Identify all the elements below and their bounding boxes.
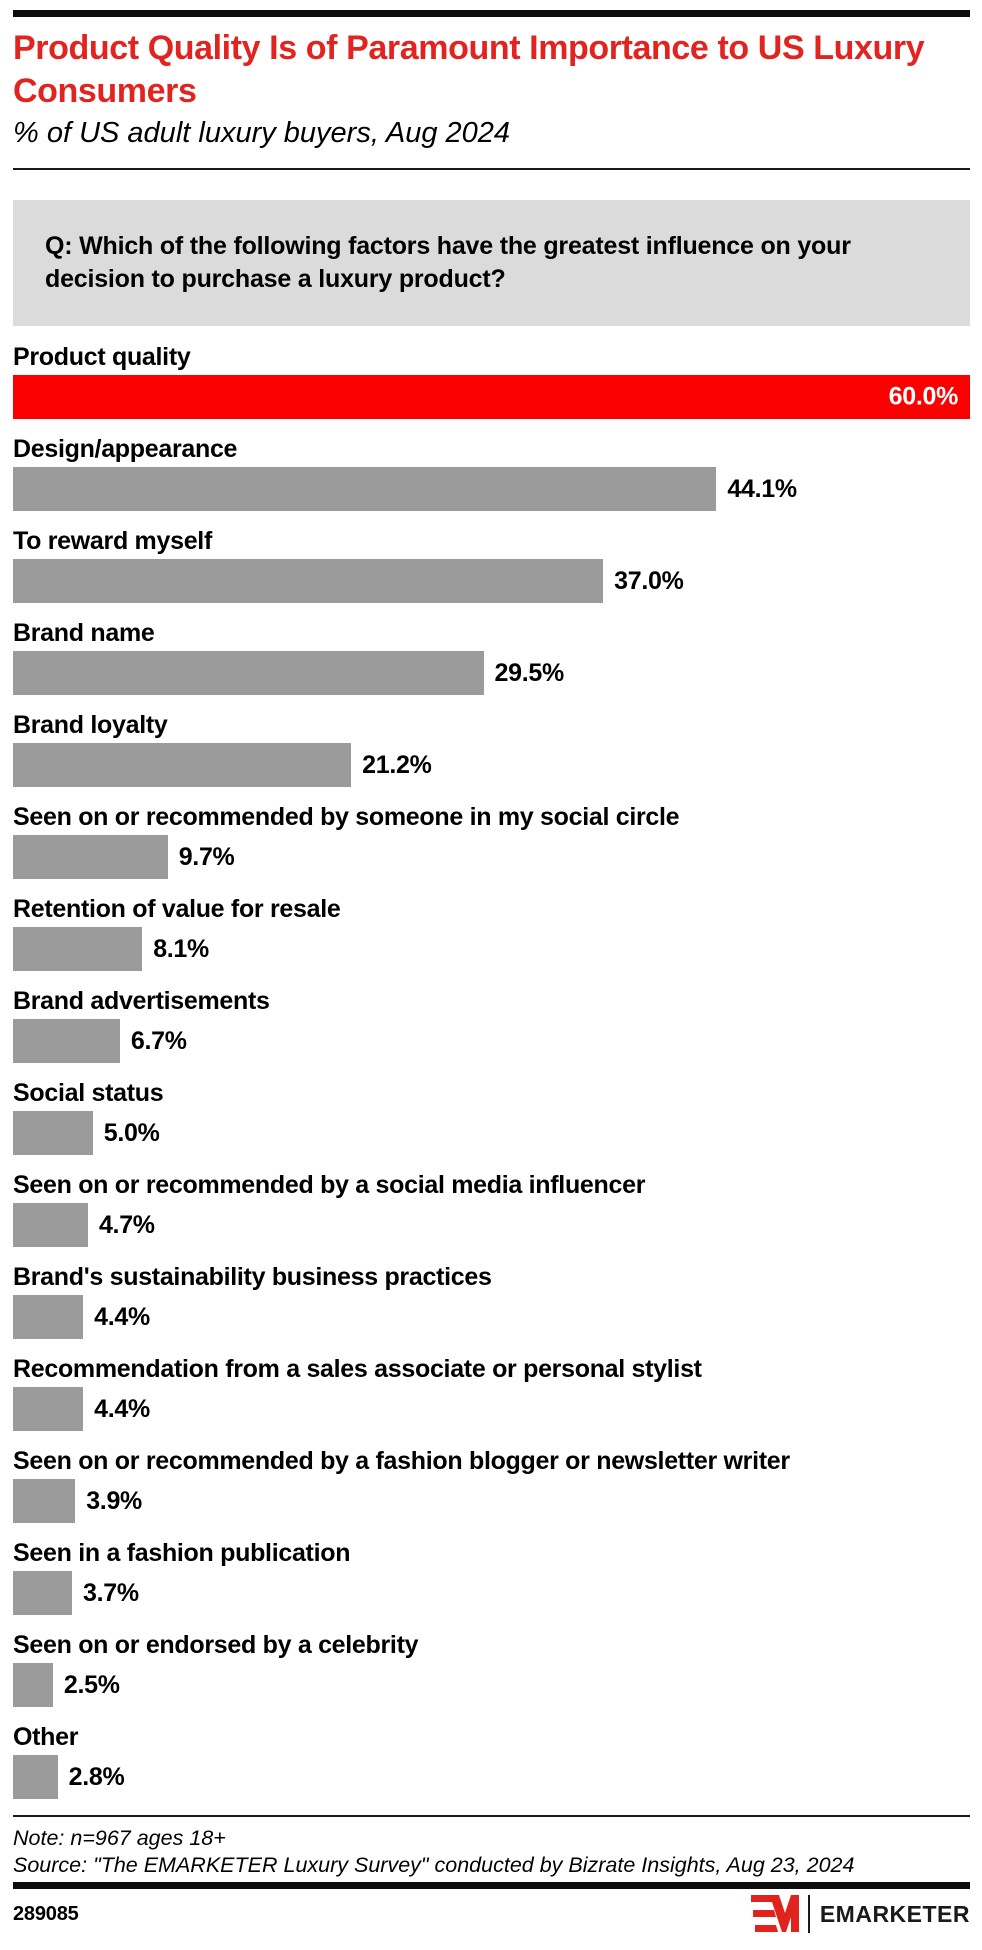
bar-track: 5.0% (13, 1111, 970, 1155)
emarketer-logo: EMARKETER (750, 1895, 970, 1933)
bar (13, 1755, 58, 1799)
page-title: Product Quality Is of Paramount Importan… (13, 29, 925, 110)
bar (13, 1387, 84, 1431)
bar-value-label: 3.9% (86, 1486, 142, 1515)
bar-value-label: 44.1% (727, 474, 797, 503)
bar (13, 927, 143, 971)
bar-category-label: Seen on or recommended by someone in my … (13, 803, 680, 831)
bar-value-label: 5.0% (103, 1118, 160, 1147)
bar-track: 29.5% (13, 651, 970, 695)
bar-row: Seen on or recommended by a fashion blog… (13, 1446, 970, 1523)
bar-row: Seen on or recommended by a social media… (13, 1170, 970, 1247)
bar-track: 3.9% (13, 1479, 970, 1523)
bar-category-label: Brand loyalty (13, 711, 168, 739)
bar-value-label: 2.8% (68, 1762, 125, 1791)
footer-bar: 289085 EMARKETER (13, 1889, 970, 1939)
bar-track: 6.7% (13, 1019, 970, 1063)
bar-row: Brand's sustainability business practice… (13, 1262, 970, 1339)
bar-track: 60.0% (13, 375, 970, 419)
bar-category-label: Other (13, 1723, 79, 1751)
survey-question-box: Q: Which of the following factors have t… (13, 200, 970, 326)
bar-category-label: Product quality (13, 343, 191, 371)
bar-row: Design/appearance 44.1% (13, 434, 970, 511)
bar-value-label: 3.7% (83, 1578, 139, 1607)
footer-divider (13, 1815, 970, 1817)
bar-value-label: 2.5% (63, 1670, 120, 1699)
bar-track: 4.4% (13, 1295, 970, 1339)
bar-chart: Product quality 60.0% Design/appearance 44.… (13, 342, 970, 1799)
bar-category-label: Seen in a fashion publication (13, 1539, 351, 1567)
top-rule (13, 10, 970, 17)
bar-category-label: Retention of value for resale (13, 895, 341, 923)
bar-row: Retention of value for resale 8.1% (13, 894, 970, 971)
bar-row: Social status 5.0% (13, 1078, 970, 1155)
bar-row: Seen in a fashion publication 3.7% (13, 1538, 970, 1615)
header-divider (13, 168, 970, 170)
bar-track: 21.2% (13, 743, 970, 787)
bar (13, 1479, 76, 1523)
bar-row: Recommendation from a sales associate or… (13, 1354, 970, 1431)
logo-divider (807, 1895, 810, 1933)
bar-track: 8.1% (13, 927, 970, 971)
bar-value-label: 4.4% (94, 1302, 150, 1331)
bar-row: Seen on or recommended by someone in my … (13, 802, 970, 879)
bar-value-label: 8.1% (153, 934, 209, 963)
bar-category-label: Seen on or endorsed by a celebrity (13, 1631, 419, 1659)
bar-category-label: Brand name (13, 619, 155, 647)
bar-category-label: Recommendation from a sales associate or… (13, 1355, 702, 1383)
bar-value-label: 4.4% (94, 1394, 150, 1423)
bar (13, 1663, 53, 1707)
bar-value-label: 29.5% (494, 658, 565, 687)
chart-id: 289085 (13, 1902, 79, 1925)
bar (13, 651, 484, 695)
bar (13, 743, 352, 787)
bar-row: Other 2.8% (13, 1722, 970, 1799)
bar-category-label: Seen on or recommended by a fashion blog… (13, 1447, 790, 1475)
bar-track: 4.4% (13, 1387, 970, 1431)
bar-row: Seen on or endorsed by a celebrity 2.5% (13, 1630, 970, 1707)
bar-value-label: 60.0% (888, 382, 959, 411)
bar-track: 2.5% (13, 1663, 970, 1707)
bar-row: Brand name 29.5% (13, 618, 970, 695)
bar (13, 835, 168, 879)
bar-value-label: 6.7% (130, 1026, 187, 1055)
bottom-rule (13, 1882, 970, 1889)
bar (13, 1295, 84, 1339)
bar-row: Brand advertisements 6.7% (13, 986, 970, 1063)
note-line: Note: n=967 ages 18+ (13, 1826, 226, 1850)
bar-track: 44.1% (13, 467, 970, 511)
emarketer-em-icon (750, 1895, 799, 1933)
bar-value-label: 37.0% (614, 566, 684, 595)
bar-highlighted: 60.0% (13, 375, 970, 419)
bar-value-label: 21.2% (362, 750, 432, 779)
bar (13, 1203, 88, 1247)
bar (13, 1111, 93, 1155)
bar-track: 2.8% (13, 1755, 970, 1799)
bar-row: Brand loyalty 21.2% (13, 710, 970, 787)
bar-row: Product quality 60.0% (13, 342, 970, 419)
bar-category-label: Brand's sustainability business practice… (13, 1263, 492, 1291)
bar-track: 3.7% (13, 1571, 970, 1615)
bar-row: To reward myself 37.0% (13, 526, 970, 603)
bar-track: 4.7% (13, 1203, 970, 1247)
bar-value-label: 4.7% (98, 1210, 155, 1239)
bar (13, 1571, 72, 1615)
brand-name: EMARKETER (819, 1900, 970, 1927)
bar-category-label: Design/appearance (13, 435, 238, 463)
bar-track: 9.7% (13, 835, 970, 879)
bar (13, 559, 604, 603)
page-subtitle: % of US adult luxury buyers, Aug 2024 (13, 117, 511, 149)
bar (13, 1019, 120, 1063)
bar-category-label: Brand advertisements (13, 987, 270, 1015)
source-line: Source: "The EMARKETER Luxury Survey" co… (13, 1853, 855, 1877)
bar-value-label: 9.7% (178, 842, 235, 871)
bar-category-label: To reward myself (13, 527, 212, 555)
footnotes: Note: n=967 ages 18+ Source: "The EMARKE… (13, 1825, 970, 1879)
bar-category-label: Social status (13, 1079, 164, 1107)
bar-track: 37.0% (13, 559, 970, 603)
bar (13, 467, 717, 511)
bar-category-label: Seen on or recommended by a social media… (13, 1171, 646, 1199)
